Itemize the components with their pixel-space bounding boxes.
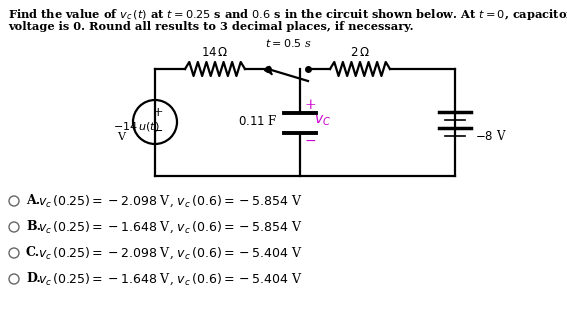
Text: $v_c\,(0.25) = -1.648$ V, $v_c\,(0.6) = -5.854$ V: $v_c\,(0.25) = -1.648$ V, $v_c\,(0.6) = …	[38, 219, 302, 235]
Text: D.: D.	[26, 272, 41, 285]
Text: Find the value of $v_c\,(t)$ at $t = 0.25$ s and $0.6$ s in the circuit shown be: Find the value of $v_c\,(t)$ at $t = 0.2…	[8, 7, 567, 22]
Text: $v_c\,(0.25) = -2.098$ V, $v_c\,(0.6) = -5.404$ V: $v_c\,(0.25) = -2.098$ V, $v_c\,(0.6) = …	[38, 245, 303, 261]
Text: $-8$ V: $-8$ V	[475, 129, 507, 143]
Text: +: +	[305, 98, 316, 112]
Text: voltage is 0. Round all results to 3 decimal places, if necessary.: voltage is 0. Round all results to 3 dec…	[8, 21, 413, 32]
Text: −: −	[153, 124, 163, 137]
Text: $v_c\,(0.25) = -2.098$ V, $v_c\,(0.6) = -5.854$ V: $v_c\,(0.25) = -2.098$ V, $v_c\,(0.6) = …	[38, 193, 302, 209]
Text: C.: C.	[26, 247, 40, 260]
Text: A.: A.	[26, 194, 40, 207]
Text: B.: B.	[26, 221, 41, 234]
Text: +: +	[153, 107, 163, 120]
Text: $v_c\,(0.25) = -1.648$ V, $v_c\,(0.6) = -5.404$ V: $v_c\,(0.25) = -1.648$ V, $v_c\,(0.6) = …	[38, 271, 303, 287]
Text: V: V	[117, 132, 125, 142]
Text: $0.11$ F: $0.11$ F	[238, 114, 278, 128]
Text: $v_C$: $v_C$	[314, 114, 331, 128]
Text: −: −	[305, 134, 316, 148]
Text: $t = 0.5$ s: $t = 0.5$ s	[265, 37, 311, 49]
Text: $2\,\Omega$: $2\,\Omega$	[350, 46, 370, 59]
Text: $-14\,u(t)$: $-14\,u(t)$	[113, 120, 159, 133]
Text: $14\,\Omega$: $14\,\Omega$	[201, 46, 229, 59]
